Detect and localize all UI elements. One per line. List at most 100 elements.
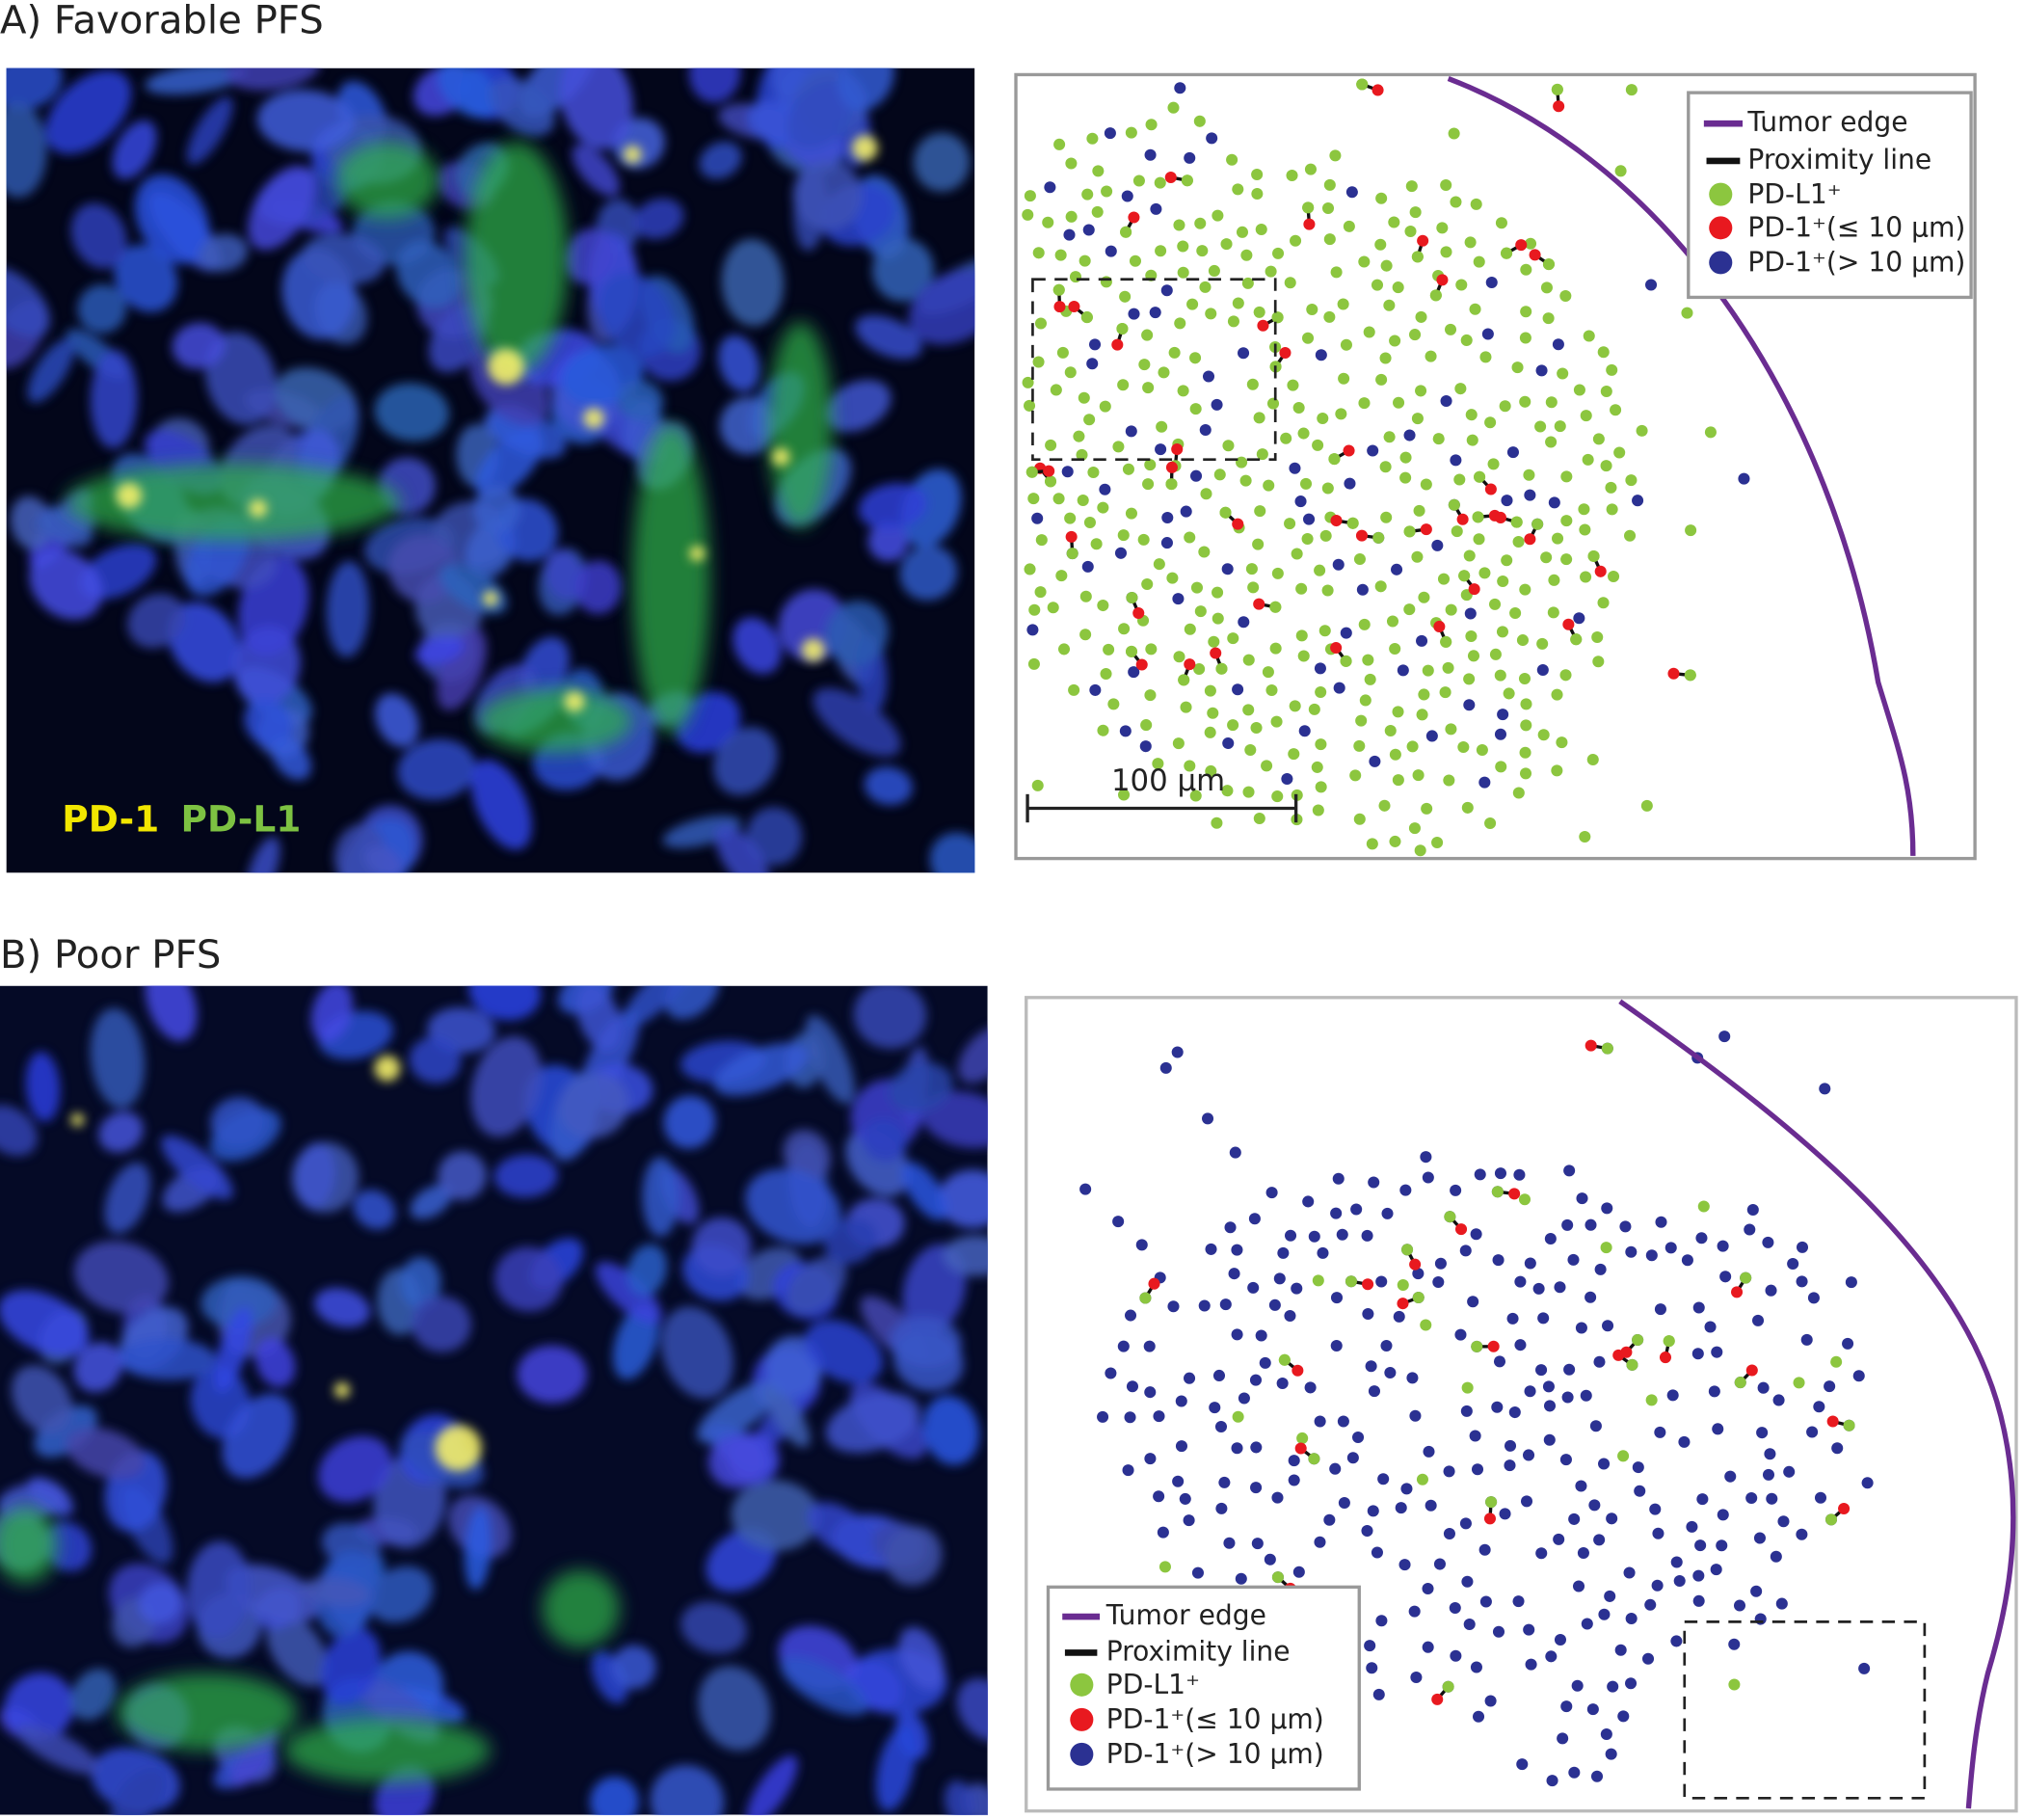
cell <box>1524 237 1537 250</box>
nucleus <box>302 233 386 285</box>
cell <box>1740 1271 1752 1284</box>
nucleus <box>746 1754 798 1815</box>
cell <box>1091 205 1104 218</box>
cell <box>1508 1188 1521 1200</box>
cell <box>1358 255 1371 268</box>
cell <box>1022 376 1034 388</box>
scale-label: 100 µm <box>1111 763 1225 798</box>
nucleus <box>804 1320 883 1384</box>
nucleus <box>875 1726 916 1811</box>
nucleus <box>888 1062 953 1113</box>
cell <box>1545 436 1558 448</box>
nucleus <box>731 1480 820 1551</box>
cell <box>1745 1491 1758 1504</box>
cell <box>1270 715 1283 728</box>
cell <box>1263 479 1275 492</box>
cell <box>1180 505 1192 518</box>
cell <box>1474 470 1486 483</box>
cell <box>1208 635 1220 648</box>
nucleus <box>186 1540 251 1639</box>
cell <box>1411 550 1424 563</box>
nucleus <box>134 174 210 264</box>
cell <box>1409 329 1422 341</box>
cell <box>1112 441 1125 453</box>
nucleus <box>464 1507 493 1591</box>
nucleus <box>326 561 369 657</box>
cell <box>1118 623 1131 635</box>
cell <box>1425 1499 1437 1512</box>
stain <box>632 424 710 735</box>
cell <box>1605 1748 1617 1760</box>
cell <box>1380 1340 1393 1352</box>
nucleus <box>590 1776 639 1815</box>
cell <box>1150 202 1162 215</box>
cell <box>1022 208 1034 221</box>
cell <box>1392 774 1404 787</box>
cell <box>1191 1566 1204 1579</box>
cell <box>1141 329 1154 341</box>
micrograph-cells <box>0 985 988 1815</box>
nucleus <box>664 985 720 1020</box>
cell <box>1214 1421 1228 1433</box>
cell <box>1418 688 1430 701</box>
nucleus <box>958 1026 988 1084</box>
cell <box>1065 157 1078 170</box>
cell <box>1078 391 1090 404</box>
cell <box>1128 211 1140 224</box>
cell <box>1092 165 1105 177</box>
cell <box>1492 1625 1505 1638</box>
cell <box>1519 767 1532 780</box>
cell <box>1403 603 1416 616</box>
cell <box>1819 1083 1831 1095</box>
cell <box>1194 217 1207 229</box>
cell <box>1579 831 1591 843</box>
cell <box>1202 370 1215 383</box>
nucleus <box>438 1151 487 1200</box>
cell <box>1077 494 1089 506</box>
cell <box>1397 664 1409 677</box>
cell <box>1520 719 1532 732</box>
nucleus <box>626 1244 668 1297</box>
cell <box>1027 493 1040 505</box>
cell <box>1308 1453 1320 1465</box>
cell <box>1290 234 1302 247</box>
cell <box>1597 346 1610 359</box>
cell <box>1200 488 1212 500</box>
cell <box>1623 1566 1636 1579</box>
cell <box>1082 224 1095 236</box>
cell <box>1205 308 1217 320</box>
nucleus <box>633 198 684 240</box>
zoom-box <box>1031 278 1277 462</box>
cell <box>1673 1575 1686 1588</box>
cell <box>1172 737 1185 750</box>
cell <box>1142 478 1155 491</box>
cell <box>1585 1218 1597 1231</box>
cell <box>1439 686 1451 699</box>
cell <box>1228 1268 1240 1280</box>
cell <box>1120 226 1132 238</box>
nucleus <box>938 1169 988 1228</box>
cell <box>1425 730 1438 742</box>
cell <box>1499 400 1511 413</box>
cell <box>1367 444 1379 457</box>
cell <box>1364 673 1376 685</box>
stain <box>767 321 833 528</box>
cell <box>1259 1356 1271 1369</box>
cell <box>1222 736 1235 749</box>
cell <box>1625 1245 1638 1258</box>
cell <box>1375 373 1388 386</box>
cell <box>1524 489 1536 501</box>
cell <box>1796 1528 1808 1540</box>
nucleus <box>718 335 760 392</box>
legend: Tumor edge Proximity line PD-L1⁺ PD-1⁺(≤… <box>1687 91 1973 300</box>
cell <box>1487 1340 1500 1352</box>
cell <box>1796 1275 1808 1288</box>
cell <box>1448 127 1460 140</box>
cell <box>1366 838 1378 850</box>
cell <box>1494 728 1506 740</box>
cell <box>1081 188 1094 201</box>
cell <box>1484 816 1497 829</box>
nucleus <box>493 1246 563 1312</box>
cell <box>1312 804 1324 816</box>
cell <box>1830 1355 1843 1368</box>
